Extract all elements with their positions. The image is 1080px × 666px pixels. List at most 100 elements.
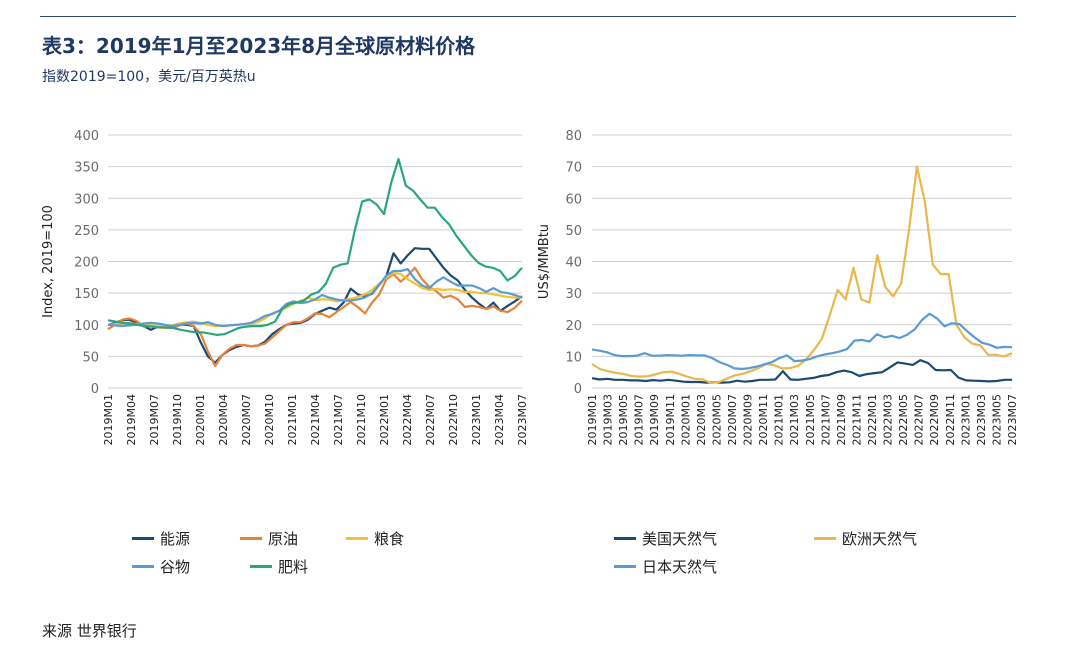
x-tick-label: 2019M04 — [125, 394, 138, 445]
series-line-肥料 — [107, 157, 523, 336]
x-tick-label: 2022M10 — [447, 394, 460, 445]
x-tick-label: 2021M05 — [804, 394, 817, 445]
x-tick-label: 2019M10 — [171, 394, 184, 445]
x-tick-label: 2019M07 — [633, 394, 646, 445]
x-tick-label: 2022M05 — [897, 394, 910, 445]
y-tick-label: 100 — [74, 319, 99, 334]
y-tick-label: 200 — [74, 256, 99, 271]
x-tick-label: 2021M09 — [835, 394, 848, 445]
y-tick-label: 40 — [565, 256, 582, 271]
x-tick-label: 2019M03 — [602, 394, 615, 445]
x-tick-label: 2020M03 — [695, 394, 708, 445]
y-tick-label: 150 — [74, 287, 99, 302]
x-tick-label: 2020M01 — [194, 394, 207, 445]
page-subtitle: 指数2019=100，美元/百万英热u — [42, 69, 256, 85]
x-tick-label: 2022M04 — [401, 394, 414, 445]
x-tick-label: 2021M01 — [286, 394, 299, 445]
y-tick-label: 350 — [74, 161, 99, 176]
y-tick-label: 70 — [565, 161, 582, 176]
x-tick-label: 2022M01 — [378, 394, 391, 445]
x-tick-label: 2020M10 — [263, 394, 276, 445]
legend-swatch — [814, 537, 836, 540]
legend-item-food: 粮食 — [346, 528, 404, 549]
x-tick-label: 2021M04 — [309, 394, 322, 445]
x-tick-label: 2020M04 — [217, 394, 230, 445]
y-tick-label: 60 — [565, 192, 582, 207]
y-tick-label: 20 — [565, 319, 582, 334]
x-tick-label: 2020M09 — [742, 394, 755, 445]
x-tick-label: 2023M01 — [959, 394, 972, 445]
y-tick-label: 30 — [565, 287, 582, 302]
x-tick-label: 2019M11 — [664, 394, 677, 445]
x-tick-label: 2020M07 — [240, 394, 253, 445]
series-line-谷物 — [107, 268, 523, 328]
x-tick-label: 2023M04 — [493, 394, 506, 445]
y-axis-label: Index, 2019=100 — [41, 205, 56, 318]
legend-swatch — [614, 565, 636, 568]
top-rule — [40, 16, 1016, 17]
x-tick-label: 2022M07 — [913, 394, 926, 445]
x-tick-label: 2023M01 — [470, 394, 483, 445]
x-tick-label: 2023M03 — [975, 394, 988, 445]
x-tick-label: 2019M01 — [102, 394, 115, 445]
y-tick-label: 10 — [565, 350, 582, 365]
legend-item-eu-gas: 欧洲天然气 — [814, 528, 917, 549]
y-tick-label: 0 — [574, 382, 582, 397]
x-tick-label: 2022M11 — [944, 394, 957, 445]
x-tick-label: 2023M07 — [1006, 394, 1019, 445]
x-tick-label: 2019M05 — [617, 394, 630, 445]
x-tick-label: 2020M05 — [710, 394, 723, 445]
legend-label: 原油 — [268, 530, 299, 548]
x-tick-label: 2020M11 — [757, 394, 770, 445]
legend-swatch — [132, 537, 154, 540]
x-tick-label: 2022M07 — [424, 394, 437, 445]
legend-label: 能源 — [160, 530, 191, 548]
x-tick-label: 2023M05 — [990, 394, 1003, 445]
x-tick-label: 2019M01 — [586, 394, 599, 445]
legend-swatch — [132, 565, 154, 568]
legend-swatch — [346, 537, 368, 540]
y-tick-label: 0 — [91, 382, 99, 397]
legend-label: 美国天然气 — [642, 530, 718, 548]
x-tick-label: 2021M03 — [788, 394, 801, 445]
legend-swatch — [614, 537, 636, 540]
legend-item-energy: 能源 — [132, 528, 190, 549]
legend-item-us-gas: 美国天然气 — [614, 528, 717, 549]
legend-label: 肥料 — [278, 558, 309, 576]
y-tick-label: 50 — [82, 350, 99, 365]
y-tick-label: 50 — [565, 224, 582, 239]
x-tick-label: 2020M01 — [679, 394, 692, 445]
page-title: 表3：2019年1月至2023年8月全球原材料价格 — [42, 34, 476, 58]
x-tick-label: 2019M09 — [648, 394, 661, 445]
y-tick-label: 300 — [74, 192, 99, 207]
legend-item-grains: 谷物 — [132, 556, 190, 577]
right-chart-gas: 0 10 20 30 40 50 60 70 80 US$/MMBtu 2019M01 2019M03… — [537, 129, 1019, 445]
legend-item-crude-oil: 原油 — [240, 528, 298, 549]
x-tick-label: 2019M07 — [148, 394, 161, 445]
x-tick-label: 2021M01 — [773, 394, 786, 445]
legend-swatch — [240, 537, 262, 540]
legend-label: 欧洲天然气 — [842, 530, 918, 548]
legend-item-japan-gas: 日本天然气 — [614, 556, 717, 577]
legend-label: 谷物 — [160, 558, 191, 576]
x-tick-label: 2021M07 — [819, 394, 832, 445]
y-tick-label: 250 — [74, 224, 99, 239]
left-chart-index: 0 50 100 150 200 250 300 350 400 Index, 2019=100 2… — [41, 129, 529, 445]
source-note: 来源 世界银行 — [42, 622, 137, 640]
legend-label: 粮食 — [374, 530, 405, 548]
legend-label: 日本天然气 — [642, 558, 718, 576]
y-axis-label: US$/MMBtu — [537, 224, 552, 299]
x-tick-label: 2023M07 — [516, 394, 529, 445]
legend-swatch — [250, 565, 272, 568]
y-tick-label: 400 — [74, 129, 99, 144]
x-tick-label: 2021M10 — [355, 394, 368, 445]
legend-item-fertilizer: 肥料 — [250, 556, 308, 577]
series-line-美国天然气 — [591, 359, 1012, 384]
x-tick-label: 2021M11 — [850, 394, 863, 445]
x-tick-label: 2022M01 — [866, 394, 879, 445]
x-tick-label: 2022M09 — [928, 394, 941, 445]
series-line-欧洲天然气 — [591, 165, 1013, 384]
x-tick-label: 2022M03 — [882, 394, 895, 445]
series-line-日本天然气 — [591, 312, 1013, 371]
y-tick-label: 80 — [565, 129, 582, 144]
